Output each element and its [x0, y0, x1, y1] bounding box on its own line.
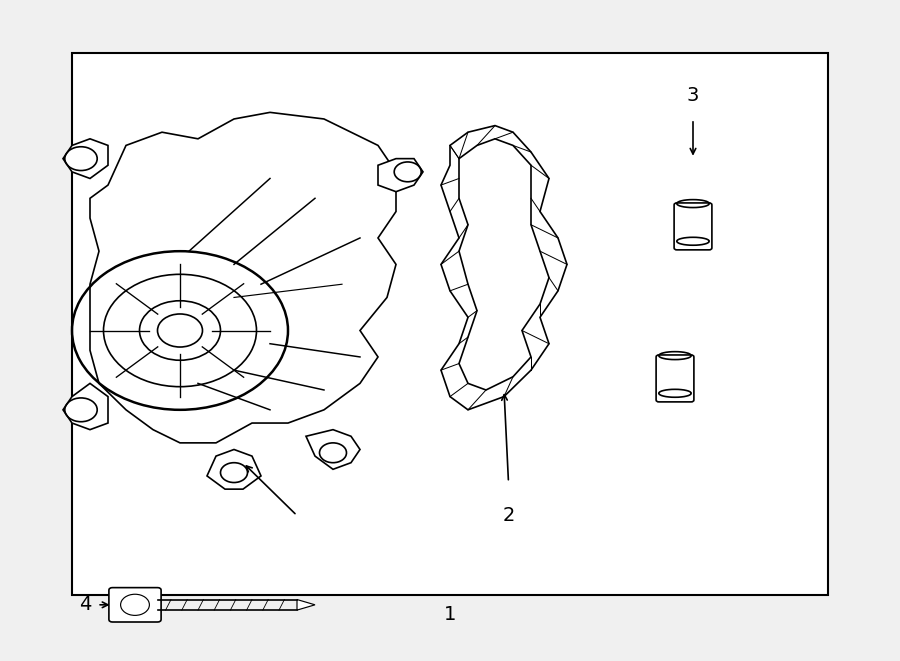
Polygon shape: [306, 430, 360, 469]
FancyBboxPatch shape: [656, 355, 694, 402]
Polygon shape: [90, 112, 396, 443]
Polygon shape: [459, 139, 549, 390]
Text: 2: 2: [502, 506, 515, 525]
Polygon shape: [63, 383, 108, 430]
Polygon shape: [207, 449, 261, 489]
FancyBboxPatch shape: [109, 588, 161, 622]
Text: 3: 3: [687, 87, 699, 105]
Polygon shape: [297, 600, 315, 610]
FancyBboxPatch shape: [72, 53, 828, 595]
Polygon shape: [378, 159, 423, 192]
Polygon shape: [441, 126, 567, 410]
Text: 1: 1: [444, 605, 456, 624]
FancyBboxPatch shape: [674, 203, 712, 250]
Polygon shape: [63, 139, 108, 178]
Text: 4: 4: [79, 596, 92, 614]
